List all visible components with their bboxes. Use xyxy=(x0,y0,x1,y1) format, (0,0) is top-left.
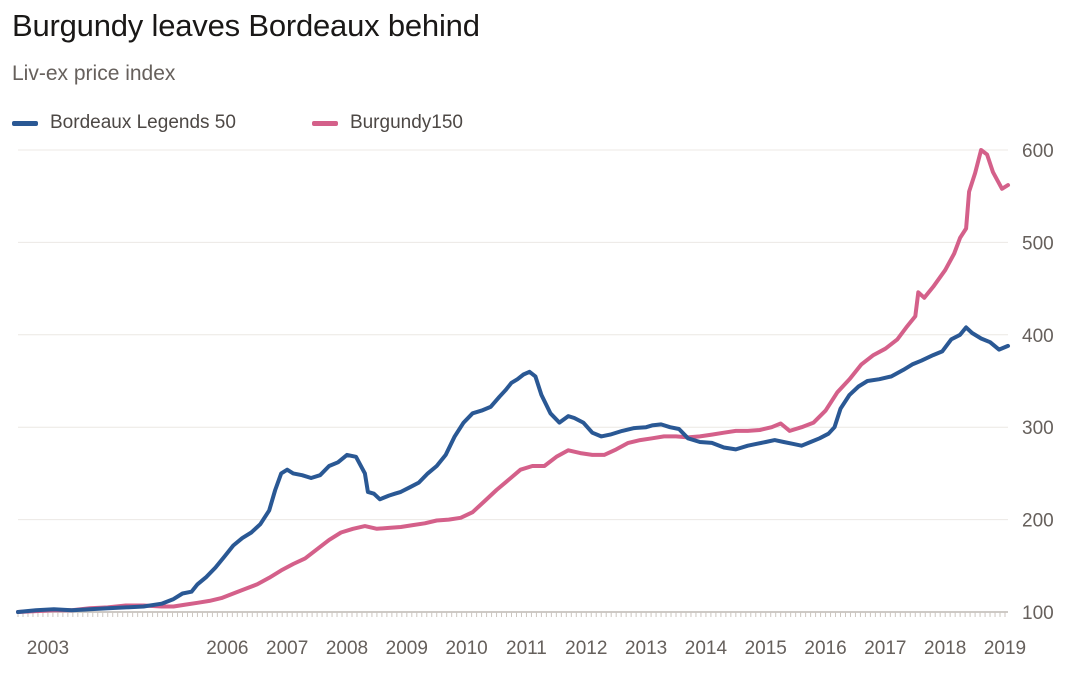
x-tick-label: 2011 xyxy=(506,638,547,659)
y-tick-label: 600 xyxy=(1022,141,1054,162)
x-tick-label: 2014 xyxy=(685,638,728,659)
series-lines xyxy=(16,148,1010,614)
chart-subtitle: Liv-ex price index xyxy=(12,62,176,85)
legend-item-burgundy: Burgundy150 xyxy=(311,112,463,134)
x-tick-label: 2013 xyxy=(625,638,667,659)
x-tick-label: 2008 xyxy=(326,638,368,659)
legend-label-burgundy: Burgundy150 xyxy=(349,112,463,133)
x-tick-label: 2016 xyxy=(804,638,846,659)
legend-item-bordeaux: Bordeaux Legends 50 xyxy=(12,112,236,134)
x-tick-label: 2018 xyxy=(924,638,966,659)
x-tick-label: 2012 xyxy=(565,638,607,659)
legend-swatch-bordeaux xyxy=(12,120,38,126)
y-tick-label: 200 xyxy=(1022,511,1054,532)
legend-label-bordeaux: Bordeaux Legends 50 xyxy=(50,112,236,133)
legend-swatch-burgundy xyxy=(311,120,338,126)
x-axis-tick-labels: 2003 2006 2007 2008 2009 2010 2011 2012 2013 2014… xyxy=(27,638,1026,659)
x-tick-label: 2010 xyxy=(445,638,487,659)
x-tick-label: 2017 xyxy=(864,638,906,659)
chart-legend: Bordeaux Legends 50 Burgundy150 xyxy=(12,112,539,134)
x-tick-label: 2019 xyxy=(984,638,1026,659)
x-tick-label: 2015 xyxy=(745,638,787,659)
x-tick-label: 2009 xyxy=(386,638,428,659)
chart-title: Burgundy leaves Bordeaux behind xyxy=(12,8,480,43)
y-axis-tick-labels: 100 200 300 400 500 600 xyxy=(1022,141,1054,624)
gridlines xyxy=(17,149,1008,617)
series-line-burgundy150 xyxy=(16,148,1010,614)
y-tick-label: 400 xyxy=(1022,326,1054,347)
y-tick-label: 100 xyxy=(1022,603,1054,624)
x-tick-label: 2006 xyxy=(206,638,248,659)
series-line-bordeaux-legends-50 xyxy=(16,325,1010,614)
x-tick-label: 2003 xyxy=(27,638,69,659)
x-tick-label: 2007 xyxy=(266,638,308,659)
y-tick-label: 300 xyxy=(1022,418,1054,439)
y-tick-label: 500 xyxy=(1022,233,1054,254)
